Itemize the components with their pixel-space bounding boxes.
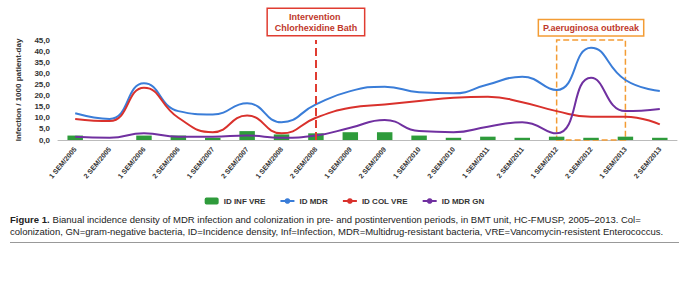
svg-text:P.aeruginosa outbreak: P.aeruginosa outbreak [543,23,640,33]
svg-text:ID INF VRE: ID INF VRE [224,197,266,206]
svg-text:40,0: 40,0 [34,47,50,56]
svg-text:45,0: 45,0 [34,36,50,45]
svg-text:1 SEM/2006: 1 SEM/2006 [117,146,147,180]
svg-text:15,0: 15,0 [34,102,50,111]
svg-text:1 SEM/2008: 1 SEM/2008 [254,146,284,180]
svg-text:1 SEM/2011: 1 SEM/2011 [461,146,491,180]
svg-text:2 SEM/2006: 2 SEM/2006 [151,146,181,180]
svg-text:2 SEM/2009: 2 SEM/2009 [357,146,387,180]
svg-text:Chlorhexidine Bath: Chlorhexidine Bath [275,23,358,33]
svg-text:35,0: 35,0 [34,58,50,67]
svg-text:2 SEM/2008: 2 SEM/2008 [288,146,318,180]
svg-text:1 SEM/2005: 1 SEM/2005 [48,146,78,180]
svg-text:ID MDR GN: ID MDR GN [442,197,485,206]
svg-text:Infection / 1000 patient-day: Infection / 1000 patient-day [14,38,23,141]
svg-text:1 SEM/2012: 1 SEM/2012 [529,146,559,180]
svg-text:1 SEM/2013: 1 SEM/2013 [598,146,628,180]
svg-text:ID MDR: ID MDR [299,197,328,206]
svg-text:2 SEM/2012: 2 SEM/2012 [564,146,594,180]
html-text:Figure 1. Bianual incidence de: Figure 1. Bianual incidence density of M… [10,214,664,237]
svg-text:2 SEM/2013: 2 SEM/2013 [632,146,662,180]
svg-text:1 SEM/2007: 1 SEM/2007 [185,146,215,180]
svg-text:Intervention: Intervention [289,12,343,22]
svg-text:25,0: 25,0 [34,80,50,89]
svg-text:2 SEM/2007: 2 SEM/2007 [220,146,250,180]
svg-text:1 SEM/2010: 1 SEM/2010 [392,146,422,180]
svg-text:2 SEM/2005: 2 SEM/2005 [82,146,112,180]
svg-text:2 SEM/2010: 2 SEM/2010 [426,146,456,180]
svg-text:5,0: 5,0 [39,124,51,133]
svg-text:2 SEM/2011: 2 SEM/2011 [495,146,525,180]
svg-text:1 SEM/2009: 1 SEM/2009 [323,146,353,180]
svg-text:ID COL VRE: ID COL VRE [362,197,408,206]
svg-text:10,0: 10,0 [34,113,50,122]
svg-text:20,0: 20,0 [34,91,50,100]
svg-text:30,0: 30,0 [34,69,50,78]
svg-text:0,0: 0,0 [39,136,51,145]
